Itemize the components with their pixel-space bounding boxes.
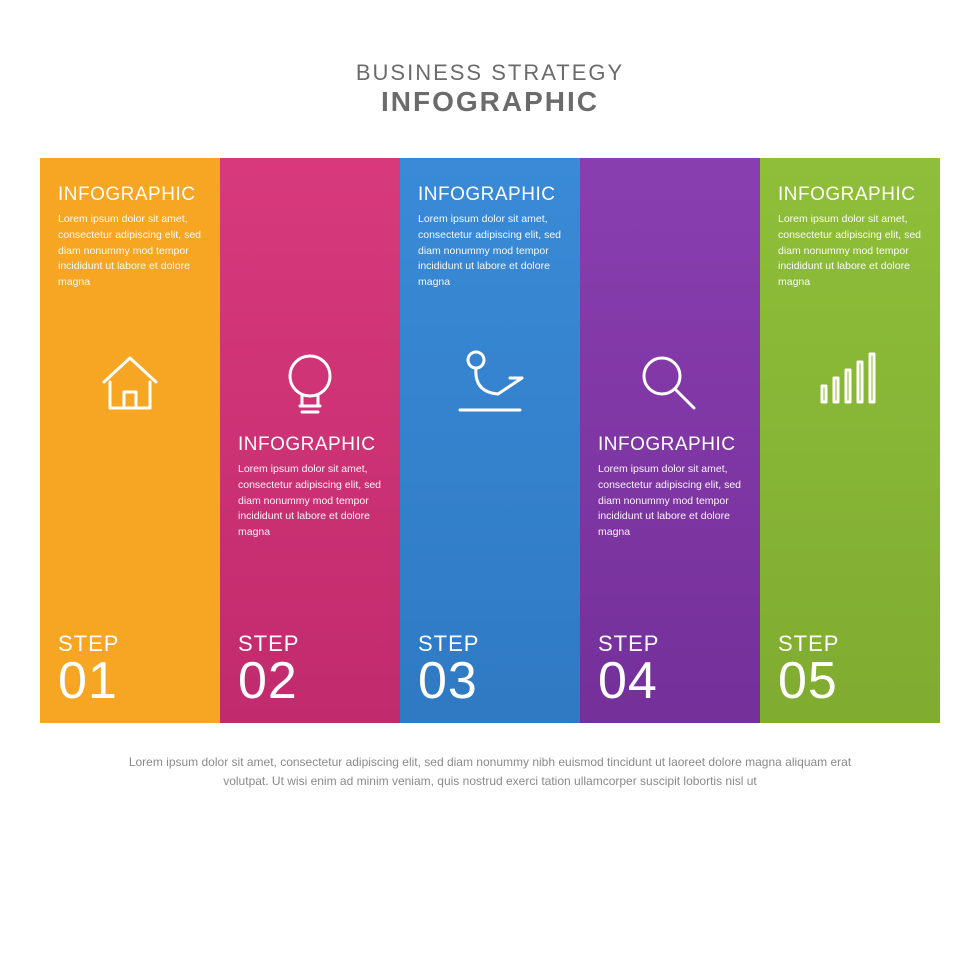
column-body: Lorem ipsum dolor sit amet, consectetur … [418, 212, 562, 291]
header-title: INFOGRAPHIC [0, 86, 980, 118]
column-body: Lorem ipsum dolor sit amet, consectetur … [58, 212, 202, 291]
header-subtitle: BUSINESS STRATEGY [0, 60, 980, 86]
column-content: INFOGRAPHIC Lorem ipsum dolor sit amet, … [40, 158, 220, 723]
column-step-3: INFOGRAPHIC Lorem ipsum dolor sit amet, … [400, 158, 580, 723]
column-body: Lorem ipsum dolor sit amet, consectetur … [778, 212, 922, 291]
column-content: INFOGRAPHIC Lorem ipsum dolor sit amet, … [400, 158, 580, 723]
column-text: INFOGRAPHIC Lorem ipsum dolor sit amet, … [238, 434, 382, 584]
step-marker: STEP 02 [238, 623, 382, 707]
step-number: 03 [418, 655, 562, 707]
lightbulb-icon [238, 334, 382, 434]
barchart-icon [778, 334, 922, 434]
column-body: Lorem ipsum dolor sit amet, consectetur … [238, 462, 382, 541]
column-step-2: INFOGRAPHIC Lorem ipsum dolor sit amet, … [220, 158, 400, 723]
column-content: INFOGRAPHIC Lorem ipsum dolor sit amet, … [580, 158, 760, 723]
step-number: 05 [778, 655, 922, 707]
column-title: INFOGRAPHIC [778, 184, 922, 206]
workspace-icon [418, 334, 562, 434]
columns-row: INFOGRAPHIC Lorem ipsum dolor sit amet, … [40, 158, 940, 723]
step-number: 04 [598, 655, 742, 707]
step-number: 02 [238, 655, 382, 707]
infographic-page: BUSINESS STRATEGY INFOGRAPHIC INFOGRAPHI… [0, 0, 980, 980]
house-icon [58, 334, 202, 434]
column-content: INFOGRAPHIC Lorem ipsum dolor sit amet, … [760, 158, 940, 723]
column-title: INFOGRAPHIC [238, 434, 382, 456]
step-number: 01 [58, 655, 202, 707]
page-header: BUSINESS STRATEGY INFOGRAPHIC [0, 0, 980, 158]
column-text: INFOGRAPHIC Lorem ipsum dolor sit amet, … [778, 184, 922, 334]
column-body: Lorem ipsum dolor sit amet, consectetur … [598, 462, 742, 541]
column-title: INFOGRAPHIC [58, 184, 202, 206]
column-text: INFOGRAPHIC Lorem ipsum dolor sit amet, … [58, 184, 202, 334]
step-marker: STEP 03 [418, 623, 562, 707]
step-marker: STEP 04 [598, 623, 742, 707]
column-text: INFOGRAPHIC Lorem ipsum dolor sit amet, … [598, 434, 742, 584]
column-step-5: INFOGRAPHIC Lorem ipsum dolor sit amet, … [760, 158, 940, 723]
column-title: INFOGRAPHIC [418, 184, 562, 206]
magnifier-icon [598, 334, 742, 434]
footer-text: Lorem ipsum dolor sit amet, consectetur … [110, 753, 870, 791]
step-marker: STEP 01 [58, 623, 202, 707]
column-step-1: INFOGRAPHIC Lorem ipsum dolor sit amet, … [40, 158, 220, 723]
column-title: INFOGRAPHIC [598, 434, 742, 456]
column-step-4: INFOGRAPHIC Lorem ipsum dolor sit amet, … [580, 158, 760, 723]
column-text: INFOGRAPHIC Lorem ipsum dolor sit amet, … [418, 184, 562, 334]
column-content: INFOGRAPHIC Lorem ipsum dolor sit amet, … [220, 158, 400, 723]
step-marker: STEP 05 [778, 623, 922, 707]
